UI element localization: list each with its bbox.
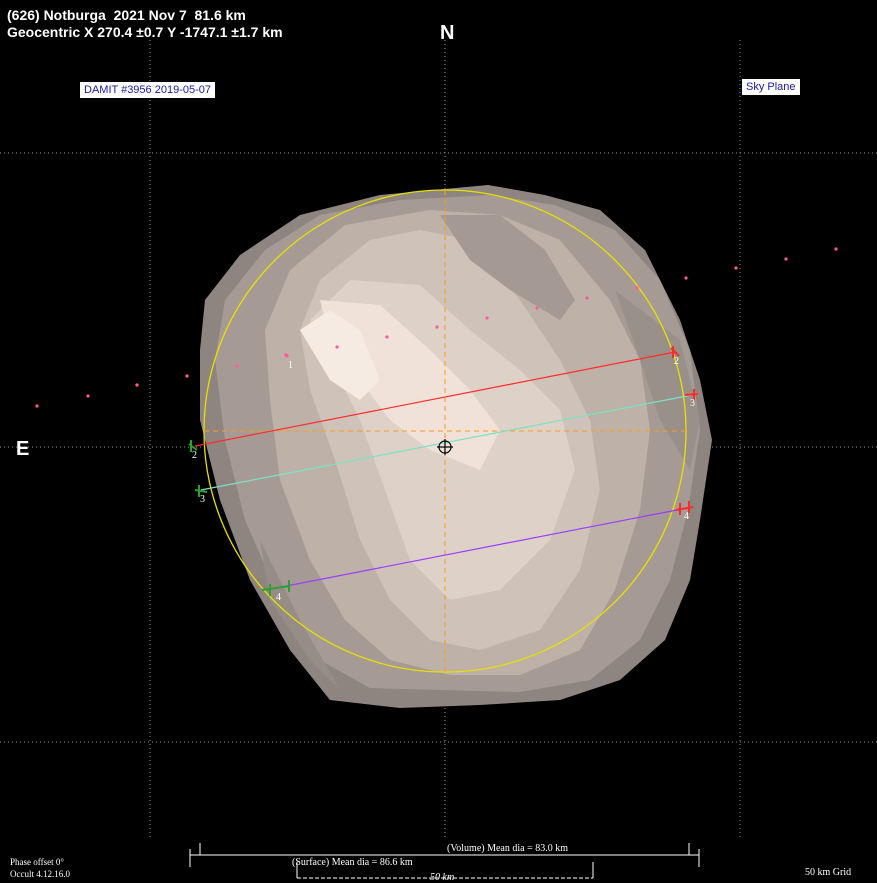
phase-offset-label: Phase offset 0° bbox=[10, 857, 64, 867]
chord-label-2-west: 2 bbox=[192, 450, 197, 461]
shape-model-label: DAMIT #3956 2019-05-07 bbox=[80, 82, 215, 98]
geocentric-coordinates: Geocentric X 270.4 ±0.7 Y -1747.1 ±1.7 k… bbox=[7, 24, 283, 40]
chord-4 bbox=[275, 508, 683, 589]
east-label: E bbox=[16, 438, 30, 460]
chord-label-2-east: 2 bbox=[674, 356, 679, 367]
scale-km-label: 50 km bbox=[430, 872, 455, 883]
north-label: N bbox=[440, 22, 455, 44]
volume-diameter-label: (Volume) Mean dia = 83.0 km bbox=[447, 843, 568, 854]
asteroid-shape-model bbox=[200, 185, 712, 708]
chord-2 bbox=[194, 351, 676, 447]
chord-markers bbox=[188, 346, 699, 596]
occult-version-label: Occult 4.12.16.0 bbox=[10, 869, 70, 879]
surface-diameter-label: (Surface) Mean dia = 86.6 km bbox=[292, 857, 413, 868]
view-mode-label: Sky Plane bbox=[742, 79, 800, 95]
chord-label-1: 1 bbox=[288, 360, 293, 371]
track-points bbox=[35, 247, 838, 408]
chord-label-3-west: 3 bbox=[200, 494, 205, 505]
chord-label-3-east: 3 bbox=[690, 398, 695, 409]
chord-label-4-west: 4 bbox=[276, 592, 281, 603]
center-crosshair-icon bbox=[437, 439, 453, 455]
scale-bars bbox=[189, 843, 700, 879]
chord-label-4-east: 4 bbox=[684, 511, 689, 522]
chord-3 bbox=[200, 394, 693, 491]
grid-scale-label: 50 km Grid bbox=[805, 867, 852, 878]
event-title: (626) Notburga 2021 Nov 7 81.6 km bbox=[7, 7, 246, 23]
